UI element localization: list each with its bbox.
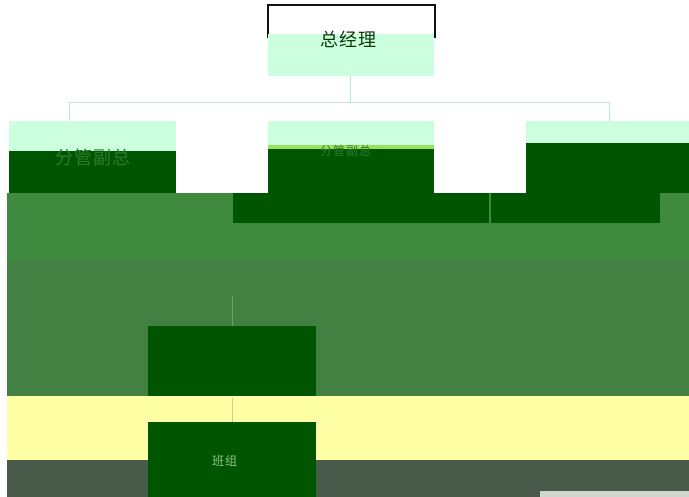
level2-box-right-light [526, 121, 689, 143]
bottom-band [7, 460, 689, 497]
connector-root-down [350, 76, 351, 102]
level2-box-left-light [9, 121, 176, 151]
level2-box-center-dark [268, 149, 434, 193]
middle-band-left [7, 193, 233, 260]
level2-box-center-light [268, 121, 434, 147]
connector-right-down [609, 102, 610, 122]
middle-band-lower [233, 223, 689, 260]
level2-box-left-dark [9, 151, 176, 193]
level2-box-center-accent [268, 145, 434, 149]
level2-box-right-dark [526, 143, 689, 193]
connector-left-down [69, 102, 70, 122]
unit-connector [232, 398, 233, 422]
yellow-band [7, 396, 689, 460]
main-block [7, 260, 689, 396]
root-box-frame [267, 4, 436, 38]
level2-center-label: 分管副总 [320, 144, 373, 158]
middle-band-dark [233, 193, 660, 223]
middle-band-right-edge [660, 193, 689, 223]
connector-horizontal [69, 102, 610, 103]
department-connector [232, 296, 233, 326]
corner-strip [540, 491, 689, 497]
department-box [148, 326, 316, 398]
root-box-label: 总经理 [320, 30, 377, 51]
middle-band-divider [489, 193, 491, 223]
unit-box [148, 422, 316, 497]
root-box-fill [268, 34, 434, 76]
unit-label: 班组 [212, 454, 239, 468]
level2-left-label: 分管副总 [55, 148, 131, 169]
